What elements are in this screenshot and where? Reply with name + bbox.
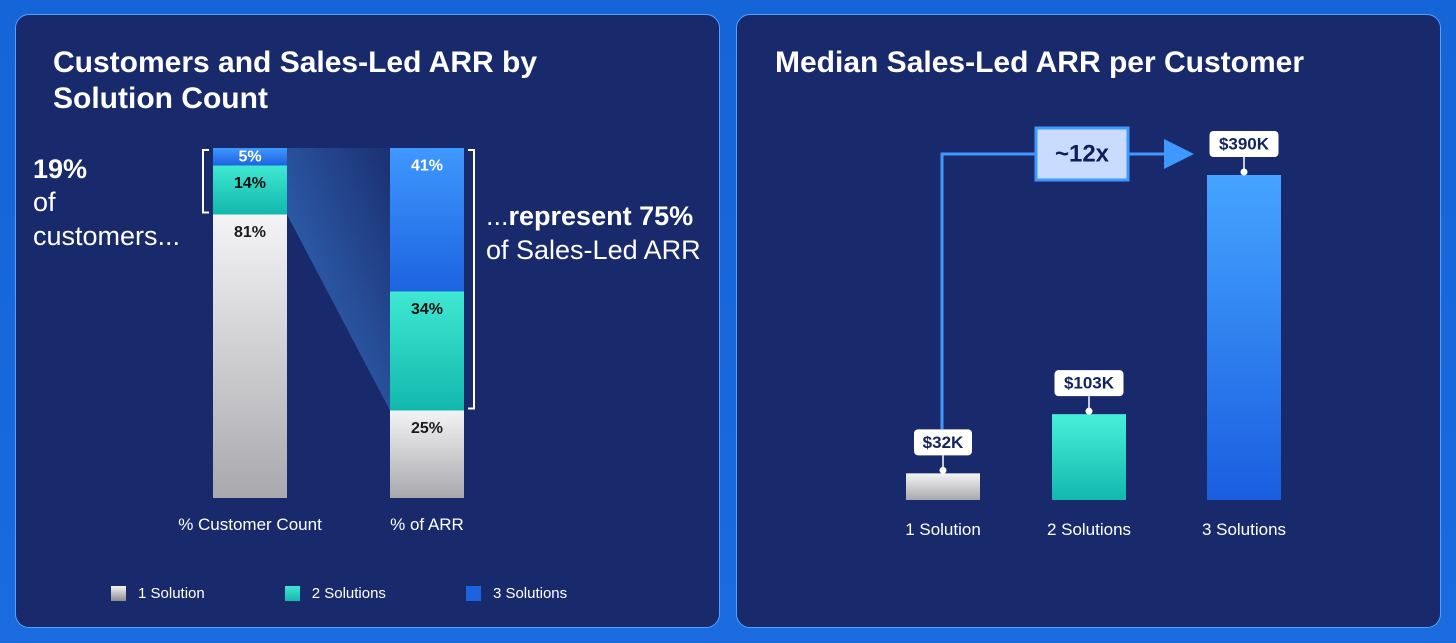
legend-item-2-solutions: 2 Solutions <box>284 585 386 602</box>
customers-callout-line2: customers... <box>33 221 181 251</box>
left-chart-panel: Customers and Sales-Led ARR by Solution … <box>15 14 720 628</box>
bar-customer-count-1-solution <box>213 214 287 498</box>
data-label-customer-count-3-solutions: 5% <box>238 148 261 165</box>
arr-callout-value: represent 75% <box>508 201 694 231</box>
data-label-customer-count-2-solutions: 14% <box>234 175 266 192</box>
right-chart-title: Median Sales-Led ARR per Customer <box>775 46 1304 79</box>
customers-callout-value: 19% <box>33 154 88 184</box>
legend-item-1-solution: 1 Solution <box>111 585 205 602</box>
customer-bracket <box>202 149 209 214</box>
value-badge-2-solutions <box>1054 370 1124 397</box>
legend-label-2-solutions: 2 Solutions <box>311 585 386 602</box>
value-label-2-solutions: $103K <box>1064 374 1115 393</box>
value-label-1-solution: $32K <box>923 433 964 452</box>
arr-callout-prefix: ... <box>486 201 509 231</box>
multiplier-badge: ~12x <box>1034 126 1130 182</box>
customers-callout-line1: of <box>33 187 56 217</box>
bar-1-solution <box>906 473 980 500</box>
arr-callout: ...represent 75% of Sales-Led ARR <box>486 199 701 267</box>
bar-3-solutions <box>1207 175 1281 500</box>
arr-bracket <box>468 149 475 410</box>
left-chart-title: Customers and Sales-Led ARR by Solution … <box>53 46 537 115</box>
value-label-3-solutions: $390K <box>1219 135 1270 154</box>
bar-of-arr-1-solution <box>390 410 464 498</box>
median-arr-bar-chart: $32K 1 Solution $103K 2 Solutions $390K 3 Sol… <box>905 126 1286 539</box>
data-label-customer-count-1-solution: 81% <box>234 224 266 241</box>
right-chart-panel: Median Sales-Led ARR per Customer $32K 1 … <box>736 14 1441 628</box>
legend-swatch-2-solutions <box>284 586 300 601</box>
data-label-of-arr-3-solutions: 41% <box>411 158 443 175</box>
stacked-bar-chart: 81% 14% 5% % Customer Count 25% 34% 41% % of AR… <box>178 148 475 534</box>
bar-2-solutions <box>1052 414 1126 500</box>
legend-swatch-1-solution <box>111 586 126 601</box>
value-badge-1-solution <box>914 429 972 456</box>
bar-of-arr-3-solutions <box>390 148 464 292</box>
x-tick-1-solution: 1 Solution <box>905 520 981 539</box>
data-label-of-arr-1-solution: 25% <box>411 420 443 437</box>
bar-customer-count-3-solutions <box>213 148 287 166</box>
share-connector <box>287 148 390 411</box>
x-tick-3-solutions: 3 Solutions <box>1202 520 1286 539</box>
legend-label-1-solution: 1 Solution <box>138 585 205 602</box>
data-label-of-arr-2-solutions: 34% <box>411 301 443 318</box>
arr-callout-line2: of Sales-Led ARR <box>486 235 701 265</box>
chart-legend: 1 Solution 2 Solutions 3 Solutions <box>111 585 647 602</box>
legend-swatch-3-solutions <box>465 586 481 601</box>
value-dot-3-solutions <box>1240 168 1248 176</box>
multiplier-label: ~12x <box>1055 141 1110 168</box>
bar-of-arr-2-solutions <box>390 291 464 411</box>
value-badge-3-solutions <box>1209 131 1279 157</box>
x-tick-customer-count: % Customer Count <box>178 515 322 534</box>
x-tick-2-solutions: 2 Solutions <box>1047 520 1131 539</box>
customers-callout: 19% of customers... <box>33 153 180 253</box>
legend-label-3-solutions: 3 Solutions <box>492 585 568 602</box>
value-dot-1-solution <box>939 466 947 474</box>
multiplier-badge-box <box>1034 126 1130 182</box>
bar-customer-count-2-solutions <box>213 165 287 215</box>
value-dot-2-solutions <box>1085 407 1093 415</box>
x-tick-of-arr: % of ARR <box>390 515 464 534</box>
legend-item-3-solutions: 3 Solutions <box>465 585 568 602</box>
